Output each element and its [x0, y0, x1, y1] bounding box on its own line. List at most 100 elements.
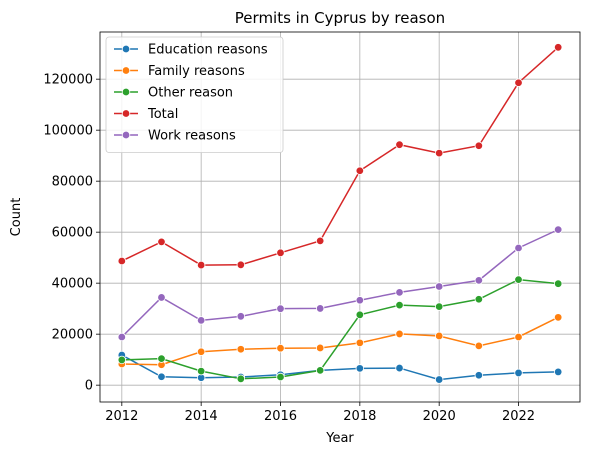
data-point-work-reasons: [395, 288, 404, 297]
legend-label: Total: [147, 107, 178, 122]
y-axis-title: Count: [9, 198, 24, 237]
data-point-work-reasons: [196, 316, 206, 325]
data-point-total: [315, 236, 325, 246]
data-point-work-reasons: [553, 225, 563, 234]
data-point-family-reasons: [276, 343, 285, 353]
data-point-family-reasons: [553, 313, 563, 322]
y-tick-label: 40000: [52, 277, 93, 292]
data-point-family-reasons: [315, 343, 325, 353]
data-point-work-reasons: [315, 304, 325, 313]
data-point-family-reasons: [236, 345, 246, 354]
legend-item: Total: [114, 107, 178, 122]
data-point-total: [117, 256, 127, 266]
data-point-family-reasons: [196, 347, 206, 356]
series-work-reasons: [117, 225, 563, 342]
data-point-total: [434, 148, 444, 158]
data-point-total: [514, 78, 523, 87]
data-point-education-reasons: [474, 371, 484, 380]
series-family-reasons: [117, 313, 563, 369]
data-point-other-reason: [157, 354, 166, 363]
data-point-total: [196, 260, 206, 270]
series-line-other-reason: [121, 278, 559, 380]
data-point-total: [395, 140, 404, 149]
y-tick-label: 60000: [52, 226, 93, 241]
legend-frame: [105, 36, 284, 153]
data-point-work-reasons: [157, 293, 166, 302]
data-point-work-reasons: [474, 276, 484, 285]
data-point-education-reasons: [355, 364, 365, 373]
series-other-reason: [117, 275, 563, 383]
data-point-other-reason: [355, 310, 365, 319]
data-point-total: [355, 166, 365, 175]
x-tick-label: 2018: [343, 409, 376, 424]
series-line-work-reasons: [121, 228, 559, 338]
data-point-other-reason: [395, 300, 404, 310]
series-line-family-reasons: [121, 316, 559, 366]
legend: Education reasons Family reasons Other rea…: [105, 36, 284, 153]
x-tick-label: 2022: [502, 409, 535, 424]
y-tick-label: 100000: [43, 124, 93, 139]
chart-title: Permits in Cyprus by reason: [235, 9, 445, 27]
data-point-work-reasons: [434, 282, 444, 291]
legend-label: Education reasons: [148, 43, 268, 58]
y-tick-label: 0: [85, 379, 93, 394]
data-point-work-reasons: [117, 332, 127, 342]
legend-label: Family reasons: [148, 64, 245, 79]
legend-swatch-marker: [121, 44, 131, 54]
legend-label: Other reason: [148, 86, 233, 101]
series-education-reasons: [117, 350, 563, 384]
data-point-other-reason: [196, 366, 206, 376]
x-axis-title: Year: [325, 431, 354, 446]
data-point-other-reason: [236, 374, 246, 383]
legend-label: Work reasons: [148, 129, 236, 144]
data-point-family-reasons: [355, 338, 365, 348]
x-tick-label: 2012: [105, 409, 138, 424]
data-point-other-reason: [514, 275, 523, 284]
data-point-family-reasons: [474, 341, 484, 351]
series-total: [117, 43, 563, 270]
plot-area-frame: [99, 31, 581, 403]
data-point-work-reasons: [355, 296, 365, 305]
y-tick-label: 120000: [43, 73, 93, 88]
data-point-family-reasons: [395, 329, 404, 339]
y-tick-label: 20000: [52, 328, 93, 343]
data-point-education-reasons: [157, 372, 166, 381]
data-point-education-reasons: [395, 363, 404, 373]
legend-item: Other reason: [114, 86, 233, 101]
axis-ticks: 2012 2014 2016 2018 2020 2022 0 20000 40000 60000…: [43, 73, 535, 424]
data-point-family-reasons: [514, 332, 523, 342]
data-point-other-reason: [434, 302, 444, 311]
data-point-work-reasons: [236, 312, 246, 321]
data-point-education-reasons: [553, 367, 563, 377]
data-point-other-reason: [117, 355, 127, 365]
data-point-total: [474, 141, 484, 150]
legend-swatch-marker: [121, 87, 131, 97]
x-tick-label: 2020: [423, 409, 456, 424]
series-layer: [117, 43, 563, 384]
data-point-family-reasons: [434, 331, 444, 341]
data-point-other-reason: [276, 372, 285, 382]
data-point-other-reason: [553, 279, 563, 288]
legend-item: Work reasons: [114, 129, 236, 144]
data-point-other-reason: [474, 295, 484, 304]
data-point-education-reasons: [434, 375, 444, 384]
data-point-total: [276, 248, 285, 258]
data-point-total: [157, 237, 166, 247]
legend-item: Family reasons: [114, 64, 245, 79]
legend-item: Education reasons: [114, 43, 268, 58]
legend-swatch-marker: [121, 109, 131, 118]
data-point-other-reason: [315, 366, 325, 375]
data-point-total: [553, 43, 563, 52]
series-line-total: [121, 46, 559, 266]
x-tick-label: 2014: [185, 409, 218, 424]
y-tick-label: 80000: [52, 175, 93, 190]
legend-swatch-marker: [121, 66, 131, 75]
data-point-total: [236, 260, 246, 270]
legend-swatch-marker: [121, 130, 131, 140]
data-point-work-reasons: [276, 304, 285, 313]
data-point-work-reasons: [514, 243, 523, 253]
series-line-education-reasons: [121, 354, 559, 381]
